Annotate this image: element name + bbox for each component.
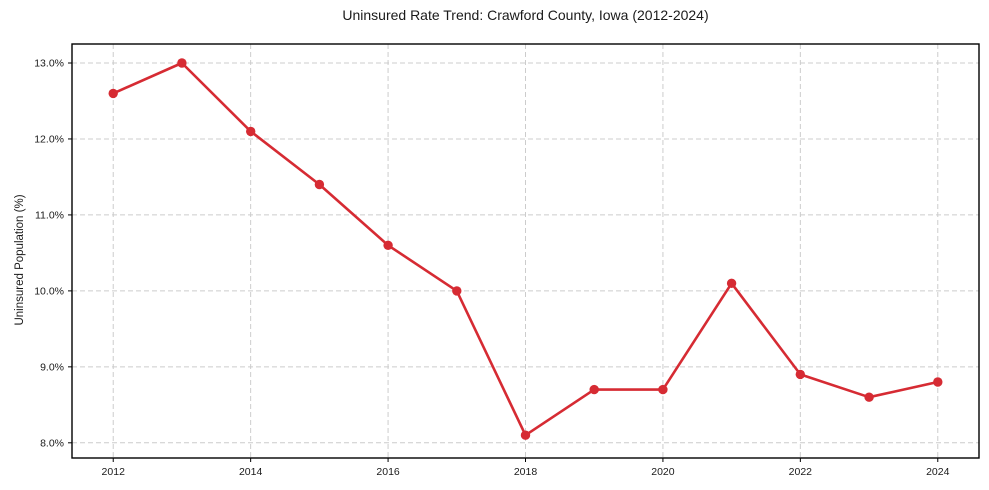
data-point: [795, 369, 805, 380]
data-point: [658, 384, 668, 395]
chart-title: Uninsured Rate Trend: Crawford County, I…: [342, 7, 709, 23]
x-tick-label: 2022: [789, 466, 813, 478]
data-point: [864, 392, 874, 402]
data-point: [520, 430, 531, 440]
data-point: [452, 286, 462, 296]
y-tick-label: 11.0%: [35, 210, 64, 222]
data-point: [383, 240, 393, 250]
x-tick-label: 2018: [514, 466, 538, 478]
y-tick-label: 12.0%: [34, 134, 64, 146]
x-tick-label: 2016: [376, 466, 400, 478]
x-tick-label: 2024: [926, 466, 950, 478]
data-point: [726, 278, 737, 288]
y-tick-label: 9.0%: [40, 362, 64, 374]
x-tick-label: 2020: [651, 466, 675, 478]
y-tick-label: 13.0%: [34, 58, 64, 70]
data-point: [314, 179, 325, 190]
data-point: [933, 377, 943, 387]
x-tick-label: 2012: [102, 466, 126, 478]
data-point: [589, 384, 599, 395]
x-tick-label: 2014: [239, 466, 263, 478]
data-point: [246, 126, 256, 137]
data-point: [108, 88, 118, 99]
y-tick-label: 8.0%: [40, 438, 64, 450]
y-tick-label: 10.0%: [34, 286, 64, 298]
axes-box: [71, 43, 980, 459]
data-point: [177, 58, 187, 68]
